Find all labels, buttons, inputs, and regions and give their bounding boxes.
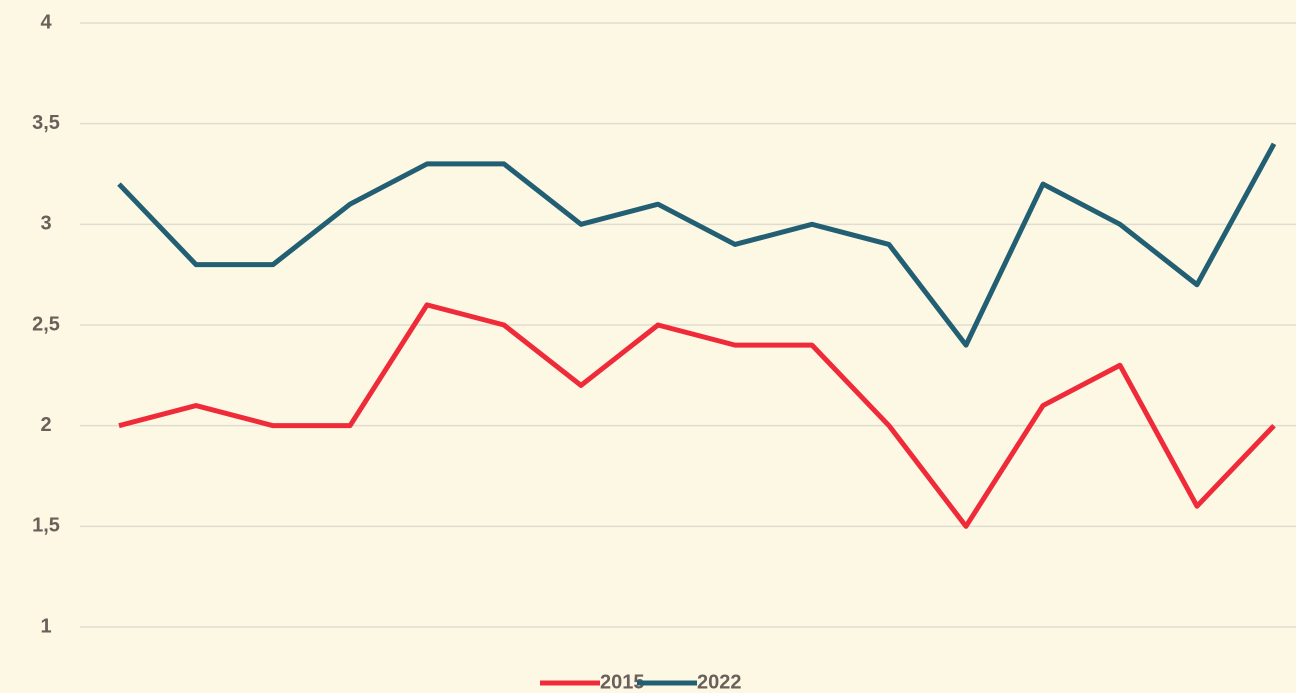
y-tick-label: 3,5 <box>32 112 60 134</box>
y-tick-label: 2 <box>40 414 51 436</box>
legend-label: 2022 <box>697 671 742 693</box>
line-series <box>118 302 1276 529</box>
line-series <box>117 142 1277 348</box>
y-tick-label: 3 <box>40 213 51 235</box>
y-tick-label: 1 <box>40 615 51 637</box>
y-tick-label: 2,5 <box>32 313 60 335</box>
y-tick-label: 4 <box>40 11 52 33</box>
legend-label: 2015 <box>600 671 645 693</box>
y-tick-label: 1,5 <box>32 515 60 537</box>
